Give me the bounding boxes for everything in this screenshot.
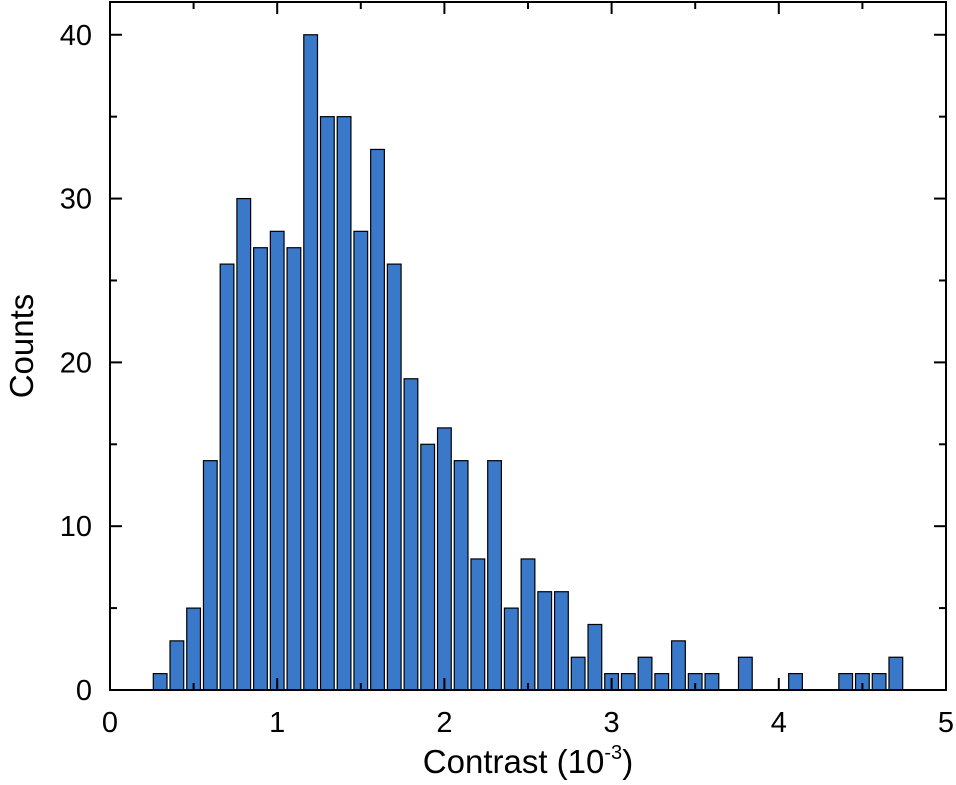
tick-labels-group: 0 1 2 3 4 5 0 10 20 30 40 bbox=[60, 20, 954, 739]
histogram-bar bbox=[470, 558, 486, 691]
x-tick-label: 0 bbox=[102, 707, 118, 739]
histogram-bar bbox=[654, 673, 670, 691]
histogram-bar bbox=[537, 591, 553, 691]
histogram-bar bbox=[303, 34, 319, 691]
histogram-bar bbox=[286, 247, 302, 691]
x-axis-label-exponent: -3 bbox=[604, 742, 622, 764]
x-tick-label: 2 bbox=[436, 707, 452, 739]
histogram-bar bbox=[169, 640, 185, 691]
histogram-bar bbox=[503, 607, 519, 691]
y-tick-label: 20 bbox=[60, 347, 92, 379]
histogram-bar bbox=[253, 247, 268, 691]
histogram-bar bbox=[319, 116, 335, 691]
histogram-bar bbox=[186, 607, 202, 691]
x-tick-label: 4 bbox=[771, 707, 787, 739]
histogram-bar bbox=[553, 591, 569, 691]
histogram-bar bbox=[202, 460, 218, 691]
histogram-bar bbox=[370, 148, 385, 691]
y-tick-label: 10 bbox=[60, 511, 92, 543]
histogram-bar bbox=[637, 656, 653, 691]
histogram-bar bbox=[152, 673, 168, 691]
histogram-bar bbox=[737, 656, 753, 691]
histogram-bar bbox=[386, 263, 402, 691]
histogram-bar bbox=[436, 427, 452, 691]
histogram-bar bbox=[219, 263, 235, 691]
histogram-bar bbox=[704, 673, 720, 691]
x-tick-label: 3 bbox=[604, 707, 620, 739]
histogram-bar bbox=[336, 116, 352, 691]
histogram-bar bbox=[353, 230, 369, 691]
histogram-bar bbox=[236, 197, 252, 691]
histogram-bar bbox=[403, 378, 419, 691]
bars-group bbox=[152, 34, 904, 691]
histogram-bar bbox=[570, 656, 586, 691]
histogram-bar bbox=[671, 640, 686, 691]
histogram-bar bbox=[487, 460, 503, 691]
histogram-bar bbox=[520, 558, 536, 691]
y-tick-label: 30 bbox=[60, 184, 92, 216]
histogram-bar bbox=[420, 443, 436, 691]
y-axis-label: Counts bbox=[3, 294, 40, 399]
ticks-group bbox=[109, 2, 947, 691]
histogram-bar bbox=[587, 623, 603, 691]
y-tick-label: 0 bbox=[76, 675, 92, 707]
histogram-bar bbox=[838, 673, 854, 691]
x-axis-label: Contrast (10-3) bbox=[423, 742, 633, 780]
x-tick-label: 1 bbox=[269, 707, 285, 739]
histogram-bar bbox=[788, 673, 803, 691]
histogram-bar bbox=[888, 656, 904, 691]
histogram-bar bbox=[269, 230, 285, 691]
x-tick-label: 5 bbox=[938, 707, 954, 739]
x-axis-label-suffix: ) bbox=[622, 743, 633, 780]
x-axis-label-text: Contrast (10 bbox=[423, 743, 605, 780]
histogram-bar bbox=[453, 460, 469, 691]
histogram-bar bbox=[871, 673, 887, 691]
y-tick-label: 40 bbox=[60, 20, 92, 52]
histogram-bar bbox=[620, 673, 636, 691]
